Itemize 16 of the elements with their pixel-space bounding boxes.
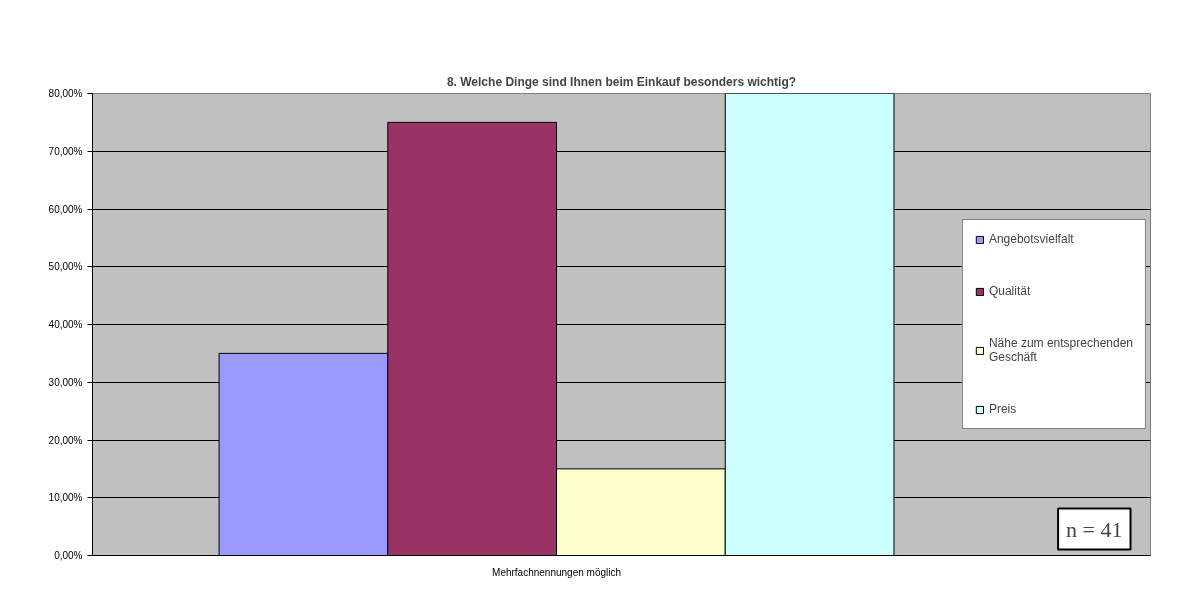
y-tick-label: 10,00% — [48, 492, 83, 504]
y-tick-label: 40,00% — [48, 319, 83, 330]
x-tick-label: Mehrfachnennungen möglich — [492, 566, 622, 578]
legend-label: Nähe zum entsprechenden Geschäft — [988, 336, 1133, 364]
y-tick-label: 30,00% — [48, 376, 83, 388]
y-tick-label: 20,00% — [48, 434, 83, 446]
annotation: n = 41 — [1066, 516, 1123, 542]
legend-label: Angebotsvielfalt — [988, 232, 1074, 246]
legend-label: Qualität — [988, 284, 1031, 298]
y-tick-label: 50,00% — [48, 261, 83, 273]
legend-label: Preis — [988, 402, 1017, 416]
chart-title: 8. Welche Dinge sind Ihnen beim Einkauf besonders wichtig? — [446, 74, 797, 89]
y-tick-label: 80,00% — [48, 88, 83, 99]
y-tick-label: 0,00% — [54, 550, 83, 561]
y-tick-label: 70,00% — [48, 145, 83, 157]
y-tick-label: 60,00% — [48, 203, 83, 215]
